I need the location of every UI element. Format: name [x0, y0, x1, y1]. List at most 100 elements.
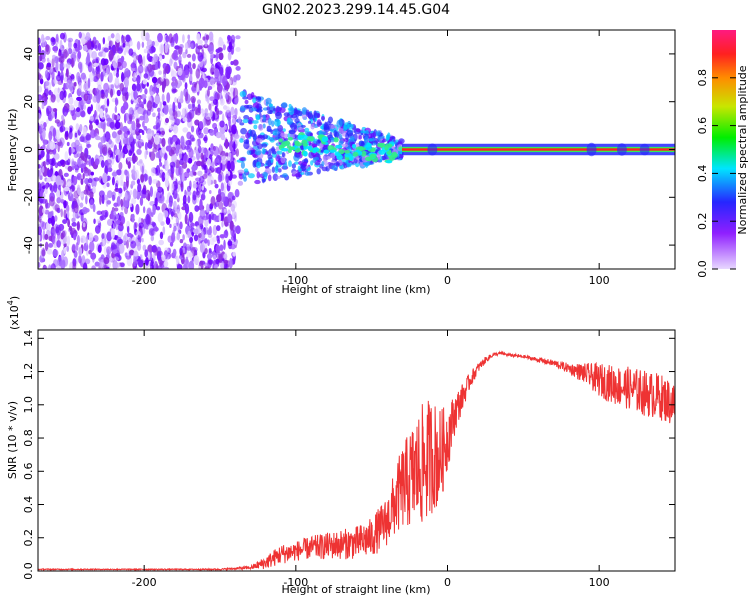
spectrogram-noise-cell	[133, 98, 139, 104]
spectrogram-noise-cell	[182, 194, 187, 205]
spectrogram-noise-cell	[130, 61, 136, 72]
spectrogram-noise-cell	[67, 218, 71, 228]
spectrogram-noise-cell	[153, 40, 159, 47]
y-tick-label: 40	[22, 47, 35, 61]
spectrogram-bright-cell	[301, 139, 308, 145]
spectrogram-transition-cell	[274, 165, 279, 174]
spectrogram-noise-cell	[219, 120, 225, 128]
spectrogram-noise-cell	[64, 108, 70, 113]
spectrogram-transition-cell	[305, 109, 310, 117]
colorbar-tick-label: 0.0	[696, 260, 709, 278]
spectrogram-noise-cell	[151, 56, 157, 65]
spectrogram-noise-cell	[117, 238, 124, 245]
spectrogram-noise-cell	[164, 78, 170, 87]
spectrogram-noise-cell	[107, 147, 112, 156]
spectrogram-noise-cell	[91, 265, 96, 269]
spectrogram-noise-cell	[225, 173, 230, 184]
spectrogram-noise-cell	[136, 241, 142, 251]
spectrogram-noise-cell	[157, 186, 164, 193]
spectrogram-transition-cell	[333, 130, 338, 137]
spectrogram-noise-cell	[230, 87, 234, 93]
spectrogram-noise-cell	[52, 249, 59, 257]
spectrogram-transition-cell	[321, 115, 325, 121]
spectrogram-noise-cell	[90, 171, 95, 176]
spectrogram-noise-cell	[201, 215, 208, 221]
spectrogram-noise-cell	[69, 104, 75, 111]
spectrogram-noise-cell	[208, 248, 212, 253]
x-tick-label: -100	[283, 274, 308, 287]
spectrogram-noise-cell	[177, 258, 180, 264]
spectrogram-noise-cell	[98, 42, 102, 51]
spectrogram-noise-cell	[84, 178, 90, 185]
spectrogram-noise-cell	[209, 67, 216, 75]
spectrogram-noise-cell	[147, 63, 153, 73]
spectrogram-noise-cell	[145, 213, 151, 225]
spectrogram-noise-cell	[39, 95, 42, 100]
y-tick-label: 20	[22, 95, 35, 109]
spectrogram-bright-cell	[377, 142, 384, 148]
spectrogram-noise-cell	[144, 249, 148, 258]
spectrogram-transition-cell	[255, 114, 261, 121]
spectrogram-noise-cell	[75, 242, 79, 252]
spectrogram-noise-cell	[50, 215, 56, 227]
spectrogram-bright-cell	[321, 136, 329, 143]
spectrogram-noise-cell	[219, 244, 224, 251]
spectrogram-transition-cell	[256, 161, 262, 169]
spectrogram-noise-cell	[199, 175, 205, 184]
spectrogram-noise-cell	[146, 128, 153, 139]
y-tick-label: 0	[22, 146, 35, 153]
spectrogram-noise-cell	[142, 206, 146, 214]
spectrogram-transition-cell	[304, 171, 310, 176]
spectrogram-noise-cell	[141, 41, 145, 48]
spectrogram-noise-cell	[215, 158, 220, 164]
spectrogram-noise-cell	[46, 169, 53, 178]
spectrogram-transition-cell	[302, 161, 308, 167]
spectrogram-transition-cell	[321, 166, 328, 172]
spectrogram-noise-cell	[195, 190, 200, 196]
spectrogram-noise-cell	[163, 260, 169, 267]
spectrogram-noise-cell	[170, 42, 175, 47]
spectrogram-noise-cell	[48, 264, 52, 269]
spectrogram-noise-cell	[189, 236, 194, 244]
spectrogram-noise-cell	[197, 127, 202, 136]
colorbar-tick-label: 0.6	[696, 117, 709, 135]
spectrogram-noise-cell	[54, 204, 60, 212]
spectrogram-noise-cell	[80, 178, 84, 185]
spectrogram-transition-cell	[242, 118, 249, 124]
spectrogram-noise-cell	[78, 31, 82, 39]
spectrogram-bright-cell	[369, 153, 377, 159]
spectrogram-noise-cell	[63, 172, 69, 177]
spectrogram-noise-cell	[227, 240, 233, 247]
spectrogram-noise-cell	[100, 58, 107, 66]
spectrogram-noise-cell	[43, 122, 47, 128]
snr-panel: -200 -100 0 100 0.0 0.2 0.4 0.6 0.8 1.0 1.2 1.4 Hei…	[6, 296, 676, 596]
svg-text:(x104): (x104)	[6, 296, 21, 330]
spectrogram-noise-cell	[204, 248, 208, 255]
spectrogram-noise-cell	[172, 229, 176, 239]
spectrogram-noise-cell	[172, 101, 176, 113]
spectrogram-noise-cell	[114, 182, 119, 191]
spectrogram-noise-cell	[105, 107, 108, 113]
spectrogram-noise-cell	[122, 35, 126, 45]
spectrogram-noise-cell	[191, 165, 196, 171]
spectrogram-noise-cell	[222, 44, 226, 51]
spectrogram-noise-cell	[216, 107, 220, 116]
spectrogram-noise-cell	[77, 61, 83, 70]
spectrogram-noise-cell	[80, 237, 84, 243]
spectrogram-transition-cell	[386, 134, 390, 141]
spectrogram-noise-cell	[75, 107, 81, 113]
carrier-band-core	[402, 148, 675, 151]
spectrogram-noise-cell	[177, 102, 182, 109]
spectrogram-noise-cell	[131, 83, 137, 92]
spectrogram-noise-cell	[172, 124, 179, 134]
spectrogram-noise-cell	[178, 55, 182, 61]
spectrogram-noise-cell	[201, 244, 206, 253]
spectrogram-noise-cell	[126, 232, 133, 238]
spectrogram-noise-cell	[230, 203, 236, 212]
spectrogram-noise-cell	[195, 140, 199, 151]
spectrogram-noise-cell	[164, 117, 170, 124]
spectrogram-bright-cell	[280, 147, 289, 152]
spectrogram-noise-cell	[169, 223, 172, 228]
spectrogram-noise-cell	[115, 262, 121, 268]
spectrogram-transition-cell	[239, 138, 244, 143]
